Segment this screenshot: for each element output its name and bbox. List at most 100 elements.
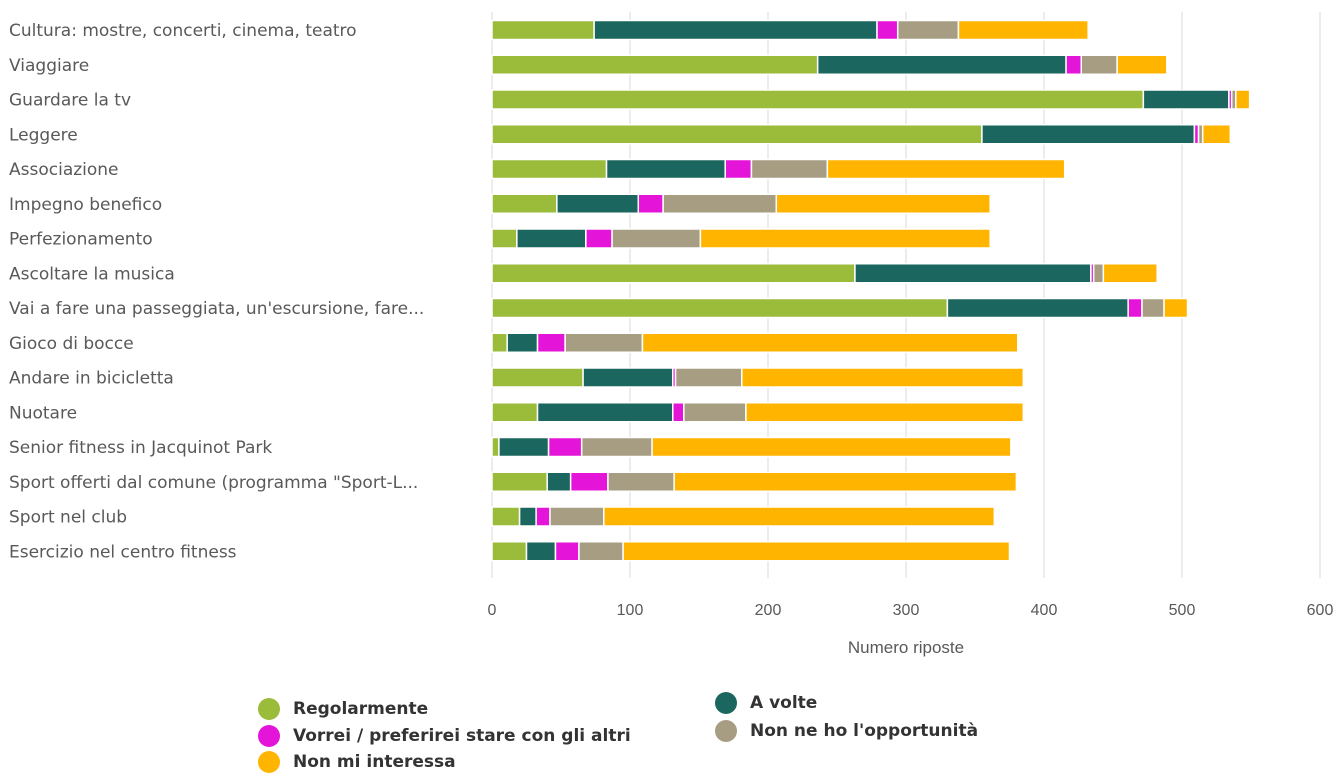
bar-segment bbox=[582, 367, 674, 388]
bar-segment bbox=[516, 228, 587, 249]
legend-swatch-icon bbox=[258, 725, 280, 747]
bar-segment bbox=[724, 158, 753, 180]
x-tick-label: 400 bbox=[1031, 602, 1058, 619]
legend-item-vorrei: Vorrei / preferirei stare con gli altri bbox=[258, 725, 631, 747]
bar-segment bbox=[622, 541, 1011, 562]
bar-segment bbox=[854, 263, 1092, 284]
bar-segment bbox=[491, 158, 608, 180]
bar-segment bbox=[491, 332, 508, 353]
bar-segment bbox=[547, 436, 583, 458]
category-label: Nuotare bbox=[9, 403, 77, 423]
bar-segment bbox=[491, 89, 1145, 110]
bar-segment bbox=[535, 506, 551, 527]
bar-segment bbox=[641, 332, 1019, 353]
bar-segment bbox=[506, 332, 539, 353]
bar-segment bbox=[1201, 124, 1232, 145]
legend-label: Regolarmente bbox=[293, 699, 429, 719]
legend-swatch-icon bbox=[715, 720, 737, 742]
bar-segment bbox=[1092, 263, 1105, 284]
bar-segment bbox=[578, 541, 624, 562]
category-label: Perfezionamento bbox=[9, 230, 153, 250]
bar-segment bbox=[1235, 89, 1251, 110]
legend-item-regolarmente: Regolarmente bbox=[258, 698, 428, 720]
legend-swatch-icon bbox=[258, 698, 280, 720]
bar-segment bbox=[491, 541, 528, 562]
category-label: Leggere bbox=[9, 125, 78, 145]
x-tick-label: 300 bbox=[893, 602, 920, 619]
bar-segment bbox=[745, 402, 1025, 423]
bar-segment bbox=[491, 263, 856, 284]
bar-segment bbox=[896, 19, 960, 41]
bar-segment bbox=[491, 54, 819, 75]
bar-segment bbox=[1080, 54, 1118, 75]
bar-segment bbox=[957, 19, 1089, 41]
bar-segment bbox=[1141, 297, 1165, 319]
legend-swatch-icon bbox=[258, 751, 280, 773]
bar-segment bbox=[518, 506, 537, 527]
bar-segment bbox=[491, 124, 983, 145]
bar-segment bbox=[491, 402, 539, 423]
bar-segment bbox=[491, 228, 518, 249]
x-tick-label: 100 bbox=[617, 602, 644, 619]
bar-segment bbox=[585, 228, 613, 249]
category-label: Andare in bicicletta bbox=[9, 369, 174, 389]
bar-segment bbox=[554, 541, 580, 562]
category-label: Sport offerti dal comune (programma "Spo… bbox=[9, 473, 418, 493]
bar-segment bbox=[491, 506, 521, 527]
category-label: Impegno benefico bbox=[9, 195, 162, 215]
bar-segment bbox=[603, 506, 996, 527]
x-tick-label: 600 bbox=[1307, 602, 1334, 619]
bar-segment bbox=[564, 332, 644, 353]
bar-segment bbox=[699, 228, 991, 249]
bar-segment bbox=[491, 367, 584, 388]
bar-segment bbox=[1163, 297, 1189, 319]
category-label: Cultura: mostre, concerti, cinema, teatr… bbox=[9, 21, 357, 41]
category-label: Sport nel club bbox=[9, 508, 127, 528]
legend-label: Vorrei / preferirei stare con gli altri bbox=[293, 726, 631, 746]
bar-segment bbox=[549, 506, 605, 527]
bar-segment bbox=[498, 436, 550, 458]
bar-segment bbox=[536, 332, 566, 353]
bar-segment bbox=[556, 193, 640, 214]
bar-segment bbox=[683, 402, 747, 423]
bar-segment bbox=[946, 297, 1129, 319]
bar-segment bbox=[607, 471, 675, 492]
category-label: Senior fitness in Jacquinot Park bbox=[9, 438, 272, 458]
category-label: Gioco di bocce bbox=[9, 334, 134, 354]
bar-segment bbox=[673, 471, 1018, 492]
bar-segment bbox=[826, 158, 1066, 180]
bar-segment bbox=[491, 436, 500, 458]
stacked-bar-chart: 0 100 200 300 400 500 600 Numero riposte Cultura… bbox=[9, 12, 1334, 657]
legend-label: Non mi interessa bbox=[293, 752, 456, 772]
bar-segment bbox=[1065, 54, 1083, 75]
bar-segment bbox=[750, 158, 829, 180]
category-label: Vai a fare una passeggiata, un'escursion… bbox=[9, 299, 424, 319]
legend-label: A volte bbox=[750, 693, 818, 713]
bar-segment bbox=[662, 193, 778, 214]
bar-segment bbox=[491, 193, 558, 214]
bar-segment bbox=[981, 124, 1196, 145]
bar-segment bbox=[1142, 89, 1230, 110]
legend-item-non-ne-ho-opportunita: Non ne ho l'opportunità bbox=[715, 720, 978, 742]
bar-segment bbox=[605, 158, 726, 180]
x-tick-label: 0 bbox=[488, 602, 497, 619]
bar-segment bbox=[525, 541, 557, 562]
category-label: Viaggiare bbox=[9, 56, 89, 76]
legend-label: Non ne ho l'opportunità bbox=[750, 721, 979, 741]
bar-segment bbox=[491, 297, 949, 319]
bar-segment bbox=[775, 193, 991, 214]
bar-segment bbox=[651, 436, 1012, 458]
bar-segment bbox=[1102, 263, 1158, 284]
legend-item-a-volte: A volte bbox=[715, 692, 817, 714]
bar-segment bbox=[491, 19, 595, 41]
bar-segment bbox=[1127, 297, 1143, 319]
bar-segment bbox=[816, 54, 1067, 75]
bar-segment bbox=[637, 193, 664, 214]
bar-segment bbox=[741, 367, 1025, 388]
bar-segment bbox=[674, 367, 743, 388]
bar-segment bbox=[580, 436, 653, 458]
bar-segment bbox=[593, 19, 878, 41]
x-tick-label: 500 bbox=[1169, 602, 1196, 619]
x-axis-title: Numero riposte bbox=[848, 638, 964, 657]
bar-segment bbox=[672, 402, 685, 423]
